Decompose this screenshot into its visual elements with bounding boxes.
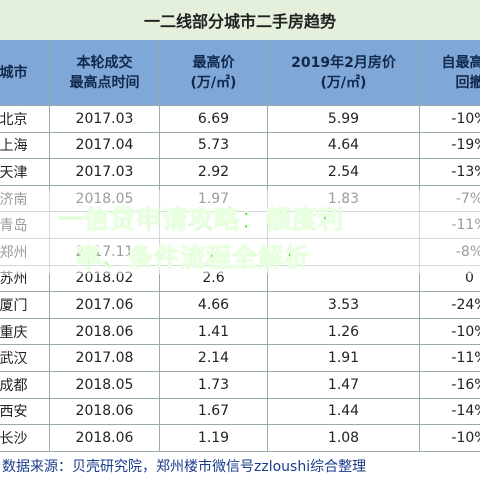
table-cell: 4.66	[160, 292, 268, 319]
table-cell: 1.73	[160, 372, 268, 399]
column-header: 自最高点回撤	[420, 40, 480, 106]
table-cell: -24%	[420, 292, 480, 319]
table-cell: 1.91	[268, 345, 420, 372]
table-cell	[268, 265, 420, 293]
overlay-headline: 一信贷申请攻略：额度利	[57, 205, 345, 235]
table-cell: 1.67	[160, 398, 268, 426]
table-cell: 厦门	[0, 292, 50, 319]
table-cell: 西安	[0, 398, 50, 426]
table-cell: 2.14	[160, 345, 268, 372]
table-cell: 1.08	[268, 425, 420, 452]
table-cell: 3.53	[268, 292, 420, 319]
table-cell: 2017.03	[50, 159, 160, 186]
table-cell: 重庆	[0, 318, 50, 346]
table-cell: 武汉	[0, 345, 50, 372]
table-cell: 2017.08	[50, 345, 160, 372]
column-header: 最高价 (万/㎡)	[160, 40, 268, 106]
table-cell: 2017.04	[50, 132, 160, 160]
table-cell: 5.73	[160, 132, 268, 160]
header-text: (万/㎡)	[320, 74, 367, 91]
table-cell: -14%	[420, 399, 480, 426]
overlay-band	[0, 190, 480, 274]
table-cell: 北京	[0, 106, 50, 133]
header-text: 回撤	[455, 74, 480, 91]
table-cell: 苏州	[0, 265, 50, 293]
table-cell: -10%	[420, 106, 480, 133]
table-cell: 4.64	[268, 132, 420, 160]
column-header: 2019年2月房价 (万/㎡)	[268, 40, 420, 106]
header-text: 本轮成交	[76, 54, 133, 71]
column-header: 本轮成交 最高点时间	[50, 40, 160, 106]
table-title: 一二线部分城市二手房趋势	[0, 0, 480, 41]
table-cell: 2018.06	[50, 318, 160, 346]
table-cell: 上海	[0, 132, 50, 160]
table-cell: -19%	[420, 133, 480, 160]
table-cell: 1.41	[160, 318, 268, 346]
table-cell: 2.92	[160, 159, 268, 186]
table-cell: 6.69	[160, 106, 268, 133]
table-cell: 1.26	[268, 318, 420, 346]
table-cell: 2018.05	[50, 372, 160, 399]
table-cell: 1.47	[268, 372, 420, 399]
header-text: 城市	[0, 64, 28, 81]
table-cell: 天津	[0, 159, 50, 186]
header-text: 2019年2月房价	[291, 54, 396, 71]
header-text: 最高价	[192, 54, 235, 71]
table-cell: 长沙	[0, 425, 50, 452]
table-cell: -10%	[420, 319, 480, 346]
table-cell: 0	[420, 266, 480, 293]
table-cell: -10%	[420, 425, 480, 452]
source-note: 数据来源：贝壳研究院，郑州楼市微信号zzloushi综合整理	[2, 459, 367, 475]
table-cell: -16%	[420, 372, 480, 399]
table-cell: 2018.06	[50, 425, 160, 452]
header-text: (万/㎡)	[190, 74, 237, 91]
column-header: 城市	[0, 40, 50, 106]
overlay-headline: 率、条件流程全解析	[75, 243, 311, 273]
table-cell: 2017.06	[50, 292, 160, 319]
table-cell: -11%	[420, 345, 480, 372]
header-text: 自最高点	[441, 54, 480, 71]
table-cell: 2.6	[160, 265, 268, 293]
table-cell: 2.54	[268, 159, 420, 186]
table-cell: 1.19	[160, 425, 268, 452]
header-text: 最高点时间	[69, 74, 140, 91]
table-cell: 2018.02	[50, 265, 160, 293]
table-cell: 成都	[0, 372, 50, 399]
table-cell: 2017.03	[50, 106, 160, 133]
table-cell: 5.99	[268, 106, 420, 133]
table-cell: -13%	[420, 159, 480, 186]
table-cell: 2018.06	[50, 398, 160, 426]
table-cell: 1.44	[268, 398, 420, 426]
